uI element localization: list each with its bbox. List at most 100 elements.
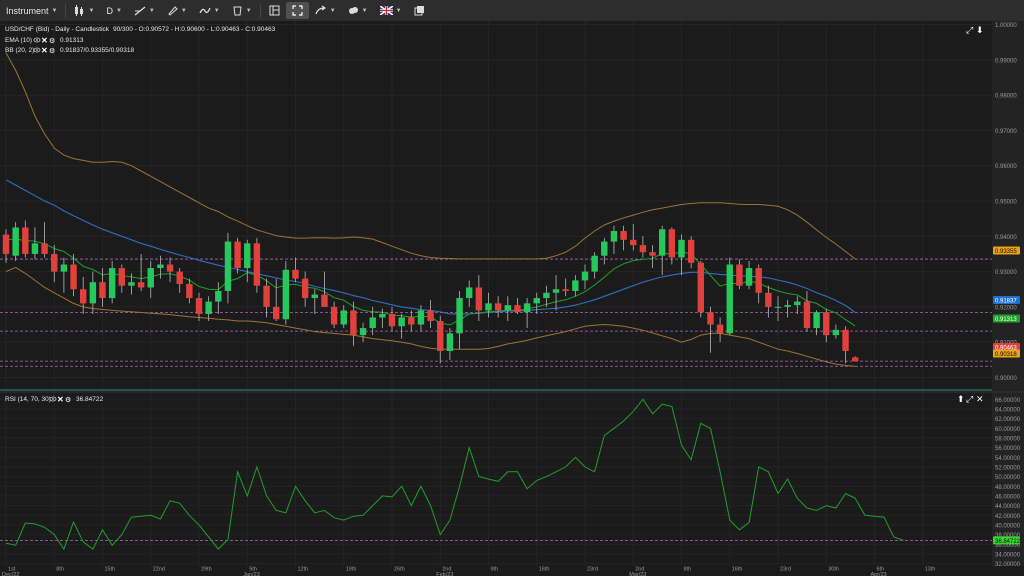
- candle-body: [649, 252, 656, 256]
- chart-type-button[interactable]: ▼: [68, 0, 100, 21]
- instrument-selector[interactable]: Instrument ▼: [0, 0, 63, 21]
- price-marker: 0.93355: [993, 246, 1020, 255]
- candle: [755, 264, 762, 304]
- candle-body: [282, 269, 290, 320]
- candle-body: [388, 313, 396, 327]
- arrow-down-icon[interactable]: ⬇: [976, 25, 984, 35]
- eye-icon[interactable]: [33, 37, 41, 43]
- bb-settings-gear-icon[interactable]: ⚙: [49, 47, 55, 55]
- candle: [321, 271, 328, 307]
- template-button[interactable]: ▼: [226, 0, 258, 21]
- theme-button[interactable]: ▼: [342, 0, 374, 21]
- divider: [259, 3, 261, 18]
- main-panel-controls: ⤢ ⬇: [965, 25, 984, 35]
- candle: [523, 298, 531, 329]
- rsi-tick-label: 40.00000: [995, 523, 1021, 529]
- candle-body: [234, 241, 241, 269]
- timeframe-selector[interactable]: D ▼: [100, 0, 127, 21]
- candle: [417, 305, 425, 332]
- price-marker-label: 0.91837: [995, 298, 1017, 304]
- time-tick-sublabel: Feb/23: [436, 572, 453, 576]
- candle-body: [803, 301, 811, 329]
- eye-icon[interactable]: [49, 396, 57, 402]
- candle: [446, 328, 454, 360]
- candle: [745, 261, 753, 290]
- candle-body: [12, 227, 19, 256]
- candle: [514, 298, 521, 314]
- candle: [823, 308, 830, 343]
- legend-title: USD/CHF (Bid) - Daily - Candlestick: [5, 26, 110, 33]
- expand-icon[interactable]: ⤢: [965, 25, 973, 35]
- candle-body: [244, 243, 251, 269]
- candle: [215, 282, 222, 314]
- remove-bb-icon[interactable]: ✕: [41, 46, 48, 55]
- candle-body: [533, 298, 540, 304]
- layout-button[interactable]: [263, 0, 286, 21]
- candle: [774, 296, 782, 321]
- fullscreen-button[interactable]: [285, 2, 309, 19]
- arrow-up-icon[interactable]: ⬆: [957, 394, 965, 404]
- candle-body: [166, 264, 174, 272]
- chevron-down-icon: ▼: [395, 7, 402, 14]
- candle-body: [118, 268, 125, 286]
- remove-rsi-icon[interactable]: ✕: [57, 395, 64, 404]
- candle: [852, 356, 859, 362]
- candle: [224, 232, 232, 304]
- candle: [649, 245, 656, 269]
- candle: [244, 239, 251, 283]
- price-tick-label: 0.99000: [995, 58, 1017, 64]
- rsi-tick-label: 60.00000: [995, 427, 1021, 433]
- rsi-settings-gear-icon[interactable]: ⚙: [65, 396, 71, 404]
- rsi-legend-value: 36.84722: [76, 396, 103, 403]
- price-marker-label: 0.93355: [995, 249, 1017, 255]
- candle: [504, 296, 511, 321]
- candle: [716, 317, 724, 343]
- trendline-icon: [134, 6, 146, 16]
- time-tick-label: 5th: [249, 567, 257, 573]
- rsi-tick-label: 44.00000: [995, 504, 1021, 510]
- rsi-tick-label: 58.00000: [995, 436, 1021, 442]
- close-icon[interactable]: ✕: [976, 394, 984, 404]
- indicators-button[interactable]: ▼: [193, 0, 226, 21]
- legend-ohlc: 90/300 - O:0.90572 - H:0.90600 - L:0.904…: [113, 26, 276, 33]
- rsi-tick-label: 42.00000: [995, 514, 1021, 520]
- candle-body: [70, 264, 77, 290]
- candle-body: [427, 310, 434, 321]
- chart-area[interactable]: 1.00000 0.99000 0.98000 0.97000 0.96000 0.950…: [0, 21, 1024, 576]
- candle-body: [668, 229, 676, 258]
- eye-icon[interactable]: [33, 47, 41, 53]
- remove-ema-icon[interactable]: ✕: [41, 36, 48, 45]
- candle-body: [784, 305, 791, 307]
- time-tick-label: 19th: [346, 567, 357, 573]
- candle: [437, 315, 444, 364]
- candle-body: [745, 268, 753, 286]
- language-button[interactable]: ▼: [374, 0, 408, 21]
- popout-button[interactable]: [408, 0, 431, 21]
- time-tick-label: 1st: [8, 567, 16, 573]
- candle-body: [610, 231, 618, 242]
- expand-icon[interactable]: ⤢: [965, 394, 973, 404]
- rsi-tick-label: 32.00000: [995, 562, 1021, 568]
- candle-body: [398, 317, 405, 327]
- candle: [253, 238, 261, 293]
- candle-body: [408, 317, 415, 325]
- rsi-tick-label: 56.00000: [995, 446, 1021, 452]
- candle-body: [89, 282, 97, 304]
- candle: [697, 261, 704, 318]
- candle-body: [823, 312, 830, 336]
- candle-body: [51, 253, 58, 272]
- candle: [494, 296, 502, 318]
- candle-body: [475, 287, 483, 311]
- candle-body: [852, 357, 859, 362]
- pen-tool-button[interactable]: ▼: [161, 0, 193, 21]
- ema-settings-gear-icon[interactable]: ⚙: [49, 37, 55, 45]
- candle-body: [437, 321, 444, 351]
- drawing-tools-button[interactable]: ▼: [128, 0, 161, 21]
- candle: [765, 285, 772, 318]
- candle-body: [359, 328, 367, 336]
- candle-body: [716, 324, 724, 334]
- rsi-tick-label: 62.00000: [995, 417, 1021, 423]
- share-button[interactable]: ▼: [309, 0, 342, 21]
- candle: [176, 268, 183, 293]
